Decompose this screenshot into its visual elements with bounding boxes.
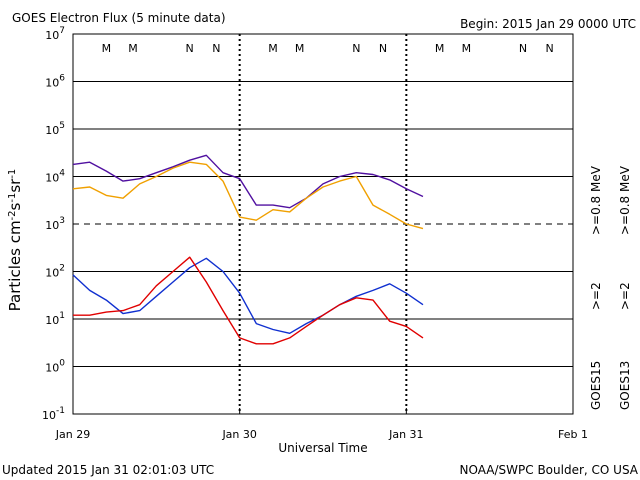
x-tick-label: Jan 30 [221,428,256,441]
x-tick-labels: Jan 29 Jan 30 Jan 31 Feb 1 [55,408,588,441]
day-marker: M [295,42,305,55]
legend-goes13-label: GOES13 [618,361,632,410]
y-axis-label: Particles cm-2s-1sr-1 [6,169,24,312]
legend-goes15-label: GOES15 [589,361,603,410]
y-tick-label: 107 [45,26,65,42]
day-marker: N [212,42,220,55]
x-tick-label: Jan 31 [388,428,423,441]
chart-title: GOES Electron Flux (5 minute data) [12,11,226,25]
y-tick-label: 100 [45,359,65,375]
legend-goes15-08mev: >=0.8 MeV [589,165,603,235]
plot-frame [72,33,574,415]
day-marker: M [462,42,472,55]
x-tick-label: Feb 1 [558,428,588,441]
y-tick-label: 102 [45,264,65,280]
legend-goes15-2mev: >=2 [589,282,603,310]
updated-time: Updated 2015 Jan 31 02:01:03 UTC [2,463,214,477]
series-goes13-2mev [73,256,424,345]
legend-goes15: GOES15 >=2 >=0.8 MeV [589,165,603,410]
day-marker: N [186,42,194,55]
series-goes13-08mev [72,161,424,230]
x-axis-label: Universal Time [278,441,367,455]
y-tick-label: 101 [45,311,65,327]
day-marker: N [519,42,527,55]
legend-goes13-2mev: >=2 [618,282,632,310]
source-credit: NOAA/SWPC Boulder, CO USA [460,463,639,477]
y-tick-label: 10-1 [42,406,65,422]
day-marker: M [128,42,138,55]
y-tick-label: 105 [45,121,65,137]
day-marker: N [352,42,360,55]
day-marker: M [435,42,445,55]
series-goes15-2mev [72,257,424,334]
day-marker: M [268,42,278,55]
day-marker: M [102,42,112,55]
y-tick-labels: 10-1 100 101 102 103 104 105 106 107 [42,26,65,422]
legend-goes13-08mev: >=0.8 MeV [618,165,632,235]
begin-time: Begin: 2015 Jan 29 0000 UTC [460,17,636,31]
legend-goes13: GOES13 >=2 >=0.8 MeV [618,165,632,410]
series-goes15-08mev [72,154,424,209]
y-tick-label: 103 [45,216,65,232]
day-marker: N [379,42,387,55]
grid-lines [73,81,573,367]
y-tick-label: 106 [45,74,65,90]
day-marker: N [546,42,554,55]
series-lines [72,154,424,345]
x-tick-label: Jan 29 [55,428,90,441]
y-tick-label: 104 [45,169,65,185]
